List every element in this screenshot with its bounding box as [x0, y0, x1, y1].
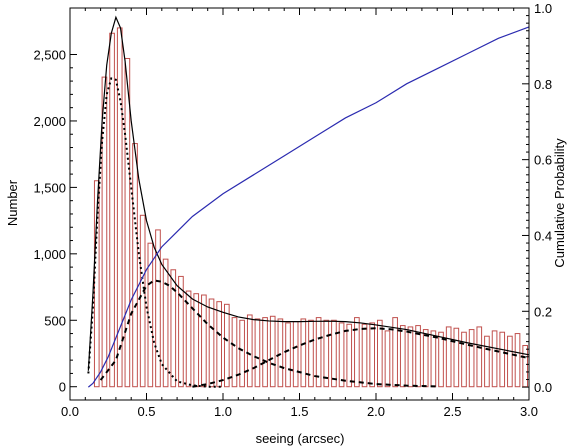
histogram-bar: [239, 319, 245, 388]
histogram-bar: [277, 318, 284, 388]
histogram-bar: [269, 315, 276, 388]
histogram-bar: [461, 331, 467, 388]
histogram-bar: [491, 330, 498, 388]
histogram-bar: [109, 32, 115, 388]
histogram-bar: [430, 330, 437, 388]
histogram-bar: [468, 329, 475, 388]
histogram-bar: [369, 322, 376, 388]
fit-curves: [87, 15, 530, 388]
histogram-bar: [185, 290, 192, 388]
y-right-tick-label: 0.2: [534, 304, 552, 319]
histogram-bar: [331, 319, 337, 388]
cumulative-probability-line: [87, 26, 530, 388]
y-right-tick-label: 0.6: [534, 153, 552, 168]
histogram-bar: [132, 143, 138, 388]
histogram-bar: [116, 27, 123, 388]
x-tick-label: 0.0: [61, 404, 79, 419]
histogram-bar: [285, 322, 291, 388]
y-axis-right-title: Cumulative Probability: [552, 138, 567, 268]
y-left-tick-label: 2,000: [33, 114, 66, 129]
histogram-bar: [292, 321, 299, 388]
axes: 0.0 0.5 1.0 1.5 2.0 2.5 3.0 0 500 1,000 1,500 2,000…: [33, 1, 552, 419]
histogram-bar: [445, 326, 452, 388]
histogram-bar: [507, 335, 513, 388]
x-tick-label: 0.5: [137, 404, 155, 419]
y-axis-left-title: Number: [5, 179, 20, 226]
histogram-bar: [514, 333, 521, 388]
histogram-bar: [208, 298, 215, 388]
y-left-tick-label: 1,000: [33, 247, 66, 262]
histogram-bar: [377, 319, 383, 388]
y-right-tick-label: 0.0: [534, 380, 552, 395]
x-axis-title: seeing (arcsec): [256, 431, 345, 446]
histogram-bar: [147, 242, 154, 388]
histogram-bar: [361, 323, 368, 388]
histogram-bar: [262, 317, 268, 388]
histogram-bar: [308, 319, 314, 388]
histogram-bar: [124, 57, 131, 388]
histogram-bar: [162, 258, 169, 388]
y-left-tick-label: 2,500: [33, 48, 66, 63]
histogram-bar: [384, 330, 391, 388]
y-right-tick-label: 1.0: [534, 1, 552, 16]
y-right-tick-label: 0.4: [534, 228, 552, 243]
histogram-bar: [231, 317, 238, 388]
histogram-bar: [399, 325, 406, 388]
histogram-bar: [101, 76, 108, 388]
y-left-tick-label: 0: [59, 380, 66, 395]
histogram-bar: [407, 326, 414, 388]
histogram-bar: [338, 322, 345, 388]
histogram-bar: [476, 326, 483, 388]
fit-component-1-line: [87, 77, 223, 388]
histogram-bar: [139, 214, 146, 388]
histogram-bar: [453, 327, 460, 388]
histogram-bar: [300, 318, 307, 388]
fit-total-line: [87, 15, 530, 371]
x-tick-label: 2.5: [443, 404, 461, 419]
histogram-bar: [224, 303, 230, 388]
x-tick-label: 3.0: [520, 404, 538, 419]
fit-component-3-line: [192, 327, 530, 388]
histogram-bar: [201, 294, 207, 388]
histogram-bar: [422, 329, 429, 388]
x-tick-label: 1.5: [290, 404, 308, 419]
histogram-bar: [246, 314, 253, 388]
histogram-bar: [93, 180, 100, 388]
histogram-bar: [438, 331, 444, 388]
histogram-bar: [522, 345, 528, 388]
histogram-bar: [484, 335, 490, 388]
histogram-bar: [216, 301, 223, 388]
x-tick-label: 2.0: [367, 404, 385, 419]
histogram-bar: [499, 331, 506, 388]
histogram-bar: [415, 325, 421, 388]
histogram-bar: [323, 319, 330, 388]
histogram-bar: [346, 323, 353, 388]
x-tick-label: 1.0: [214, 404, 232, 419]
fit-component-2-line: [99, 279, 438, 388]
y-right-tick-label: 0.8: [534, 77, 552, 92]
histogram-bar: [392, 317, 398, 388]
y-left-tick-label: 1,500: [33, 180, 66, 195]
histogram-bar: [315, 317, 322, 388]
histogram-bars: [93, 27, 528, 388]
y-left-tick-label: 500: [44, 313, 66, 328]
histogram-bar: [170, 269, 177, 388]
histogram-bar: [178, 275, 184, 388]
histogram-bar: [193, 293, 200, 388]
histogram-bar: [254, 318, 261, 388]
histogram-bar: [354, 317, 360, 388]
histogram-bar: [155, 229, 161, 388]
